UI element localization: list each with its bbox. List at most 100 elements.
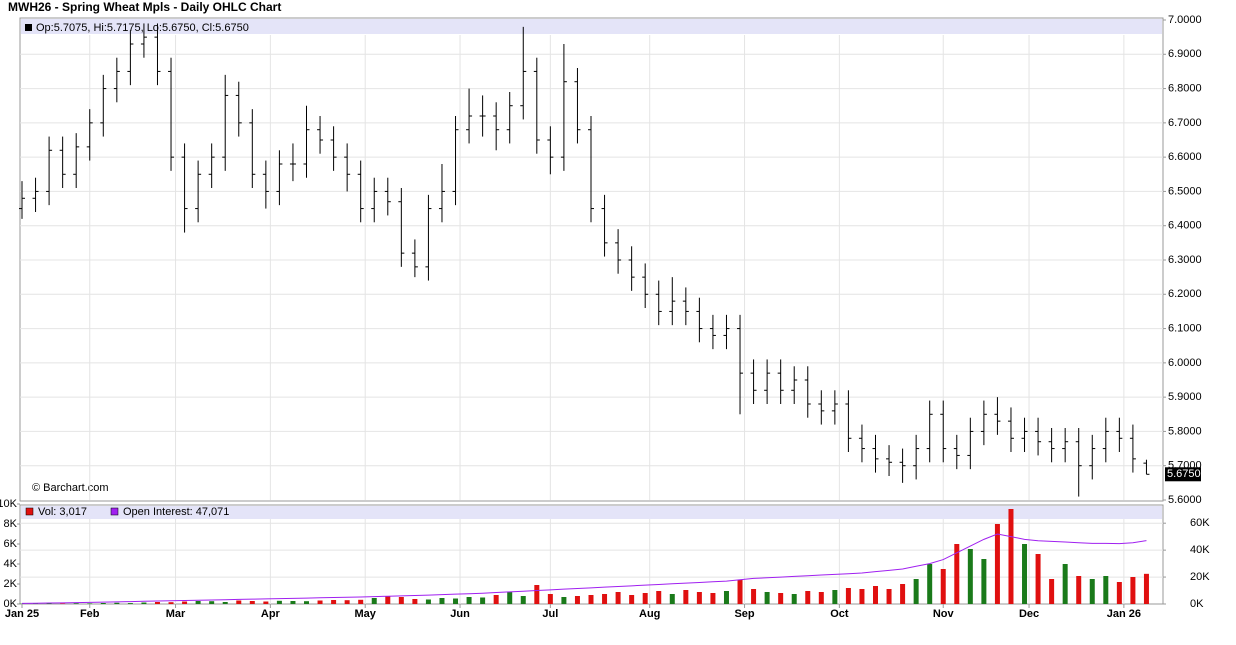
volume-bar [453,598,459,604]
x-tick-label: Sep [734,608,754,620]
volume-bar [561,597,567,604]
volume-bar [737,580,743,604]
volume-bar [602,594,608,604]
oi-tick-label: 40K [1190,544,1210,556]
volume-bar [304,601,309,604]
y-tick-label: 7.0000 [1168,14,1202,26]
volume-bar [209,601,215,604]
volume-bar [900,584,906,604]
volume-bar [1062,564,1068,604]
volume-bar [60,603,66,604]
volume-bar [1103,576,1109,604]
oi-tick-label: 0K [1190,598,1204,610]
y-tick-label: 6.5000 [1168,185,1202,197]
volume-bar [317,600,323,604]
volume-bar [913,579,919,604]
volume-legend: Vol: 3,017 [38,506,87,518]
open-interest-line [21,533,1147,604]
chart-title: MWH26 - Spring Wheat Mpls - Daily OHLC C… [8,0,281,14]
x-tick-label: Jan 25 [5,608,39,620]
volume-bar [1116,582,1122,604]
y-tick-label: 6.7000 [1168,117,1202,129]
volume-bar [87,603,93,604]
volume-bar [73,603,79,604]
volume-bar [656,591,662,604]
y-tick-label: 6.9000 [1168,48,1202,60]
volume-bar [574,596,580,604]
volume-bar [290,601,296,604]
volume-bar [886,589,892,604]
x-tick-label: Jun [450,608,470,620]
volume-bar [1008,509,1014,604]
volume-bar [439,598,445,604]
volume-bar [1049,579,1055,604]
volume-bar [1022,544,1028,604]
volume-bar [588,595,594,604]
volume-frame [19,504,1164,605]
volume-bar [141,602,147,604]
volume-bar [1130,577,1136,604]
volume-bar [547,594,553,604]
x-tick-label: Mar [166,608,186,620]
volume-bar [195,601,201,604]
volume-bar [425,599,431,604]
x-tick-label: Jan 26 [1107,608,1141,620]
volume-bar [818,592,824,604]
volume-bar [1076,576,1082,604]
volume-bar [994,524,1000,604]
volume-bar [168,602,174,604]
x-tick-label: Apr [261,608,281,620]
y-tick-label: 6.2000 [1168,288,1202,300]
y-tick-label: 6.6000 [1168,151,1202,163]
vol-tick-label: 4K [4,558,18,570]
y-tick-label: 5.8000 [1168,425,1202,437]
volume-bar [398,597,404,604]
volume-bar [344,600,350,604]
volume-bar [751,589,757,604]
volume-bar [642,593,648,604]
x-tick-label: Nov [933,608,955,620]
oi-tick-label: 60K [1190,517,1210,529]
y-tick-label: 6.4000 [1168,220,1202,232]
info-band [21,19,1162,34]
volume-bar [967,549,973,604]
volume-bar [710,593,716,604]
volume-bar [412,599,418,604]
volume-bar [276,600,282,604]
oi-legend-swatch [110,507,119,516]
volume-bar [669,594,675,604]
volume-bar [480,597,486,604]
volume-bar [46,603,52,604]
volume-bar [249,601,255,604]
x-tick-label: Jul [542,608,558,620]
info-square [25,24,32,31]
volume-bar [1035,554,1041,604]
volume-bar [466,597,472,604]
volume-bar [696,592,702,604]
volume-bar [127,603,133,604]
volume-bar [832,590,838,604]
oi-legend: Open Interest: 47,071 [123,506,229,518]
volume-bar [371,598,377,604]
volume-bar [629,595,635,604]
volume-bar [981,559,987,604]
volume-bar [358,599,364,604]
volume-bar [723,591,729,604]
volume-bar [114,602,120,604]
y-tick-label: 6.0000 [1168,357,1202,369]
volume-legend-band [21,506,1162,519]
x-tick-label: Feb [80,608,100,620]
volume-bar [764,592,770,604]
vol-tick-label: 2K [4,578,18,590]
x-tick-label: May [355,608,377,620]
volume-legend-swatch [25,507,34,516]
volume-bar [1143,573,1149,604]
volume-bar [927,564,933,604]
x-tick-label: Dec [1019,608,1039,620]
volume-bar [520,596,526,604]
volume-bar [791,594,797,604]
y-tick-label: 6.3000 [1168,254,1202,266]
volume-bar [534,585,540,604]
volume-bar [493,595,499,604]
